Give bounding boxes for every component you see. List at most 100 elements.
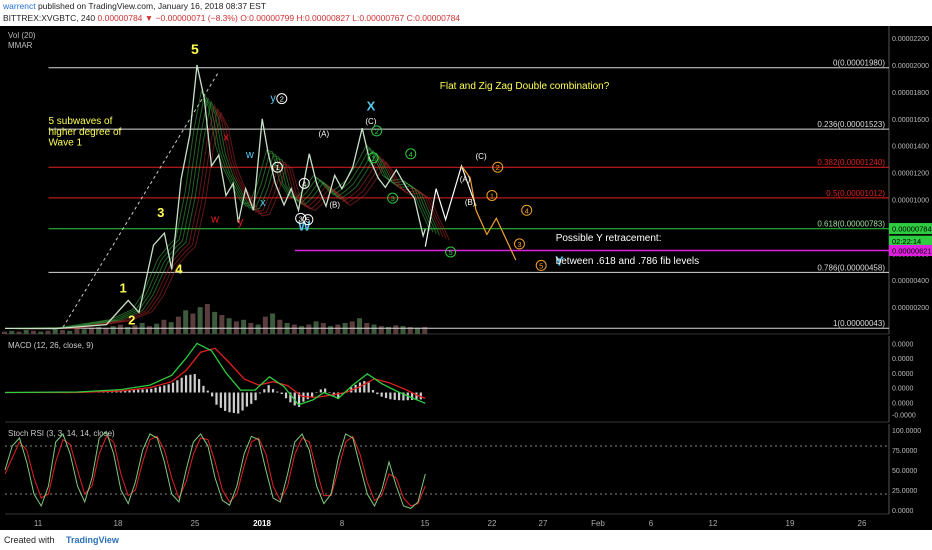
time-tick-label: 6 bbox=[649, 519, 654, 528]
volume-bar bbox=[291, 324, 297, 334]
volume-bar bbox=[67, 330, 73, 334]
stoch-tick-label: 50.0000 bbox=[892, 468, 917, 475]
macd-histogram-bar bbox=[371, 390, 375, 393]
volume-bar bbox=[219, 315, 225, 334]
chart-footer: Created with TradingView bbox=[0, 530, 932, 550]
macd-histogram-bar bbox=[280, 392, 283, 395]
volume-bar bbox=[190, 313, 196, 334]
publish-line: warrenct published on TradingView.com, J… bbox=[3, 1, 266, 12]
moving-average-ribbon bbox=[9, 89, 431, 329]
circled-wave-label: 2 bbox=[280, 95, 284, 104]
wave-label: w bbox=[210, 213, 219, 225]
circled-wave-marker bbox=[276, 93, 288, 105]
macd-line bbox=[4, 342, 426, 406]
macd-tick-label: 0.0000 bbox=[892, 386, 914, 393]
price-tick-label: 0.00000200 bbox=[892, 305, 929, 312]
time-tick-label: 27 bbox=[539, 519, 548, 528]
volume-bar bbox=[117, 324, 123, 334]
ohlc-line: BITTREX:XVGBTC, 240 0.00000784 ▼ −0.0000… bbox=[3, 13, 460, 24]
chart-svg[interactable]: Vol (20)MMAR 0(0.00001980) 0.236(0.0000152… bbox=[0, 26, 932, 530]
fib-level-label: 0(0.00001980) bbox=[833, 59, 885, 68]
price-series bbox=[4, 64, 426, 330]
circled-wave-label: 3 bbox=[299, 214, 303, 223]
circled-wave-marker bbox=[513, 238, 525, 250]
volume-bar bbox=[74, 328, 80, 334]
macd-histogram-bar bbox=[380, 392, 383, 397]
time-tick-label: 2018 bbox=[253, 519, 271, 528]
price-tick-label: 0.00001200 bbox=[892, 171, 929, 178]
stoch-d-line bbox=[4, 435, 426, 507]
macd-histogram-bar bbox=[232, 392, 235, 413]
wave-label: W bbox=[298, 218, 311, 233]
volume-bar bbox=[313, 321, 319, 334]
volume-bar bbox=[96, 326, 102, 334]
macd-histogram-bar bbox=[324, 388, 327, 393]
macd-histogram-bar bbox=[158, 386, 162, 393]
price-tick-label: 0.00000400 bbox=[892, 278, 929, 285]
circled-wave-label: 3 bbox=[391, 194, 395, 203]
volume-bar bbox=[103, 328, 109, 334]
macd-histogram-bar bbox=[271, 389, 275, 393]
circled-wave-marker bbox=[271, 161, 283, 173]
volume-bar bbox=[393, 325, 399, 334]
macd-histogram-bar bbox=[206, 390, 209, 393]
circled-wave-label: 4 bbox=[302, 179, 306, 188]
high-value: H:0.00000827 bbox=[296, 13, 350, 23]
macd-histogram-bar bbox=[128, 390, 131, 393]
stoch-rsi-title: Stoch RSI (3, 3, 14, 14, close) bbox=[8, 429, 115, 438]
macd-histogram-bar bbox=[197, 379, 201, 393]
stoch-tick-label: 75.0000 bbox=[892, 448, 917, 455]
volume-bar bbox=[378, 326, 384, 334]
time-tick-label: Feb bbox=[591, 519, 605, 528]
macd-histogram-bar bbox=[176, 380, 179, 393]
fib-level-label: 0.382(0.00001240) bbox=[817, 158, 885, 167]
volume-bar bbox=[241, 319, 247, 334]
volume-bar bbox=[52, 329, 58, 334]
macd-histogram-bar bbox=[145, 389, 149, 393]
volume-bar bbox=[2, 331, 7, 334]
volume-bar bbox=[146, 326, 152, 334]
wave-label: w bbox=[245, 149, 254, 161]
volume-bar bbox=[270, 313, 276, 334]
macd-histogram-bar bbox=[237, 392, 240, 414]
macd-histogram-bar bbox=[189, 374, 192, 393]
price-tick-label: 0.00002000 bbox=[892, 63, 929, 70]
created-with-label: Created with bbox=[4, 535, 55, 545]
moving-average-ribbon bbox=[25, 107, 447, 330]
wave-label: 4 bbox=[175, 261, 183, 276]
open-value: O:0.00000799 bbox=[240, 13, 295, 23]
low-value: L:0.00000767 bbox=[352, 13, 405, 23]
time-tick-label: 12 bbox=[709, 519, 718, 528]
circled-wave-label: 4 bbox=[409, 150, 413, 159]
volume-bar bbox=[59, 330, 65, 334]
tradingview-logo[interactable]: TradingView bbox=[66, 535, 119, 545]
macd-tick-label: 0.0000 bbox=[892, 400, 914, 407]
wave-label: (A) bbox=[318, 129, 329, 138]
time-tick-label: 19 bbox=[786, 519, 795, 528]
close-value: C:0.00000784 bbox=[406, 13, 461, 23]
stoch-tick-label: 0.0000 bbox=[892, 508, 914, 515]
macd-histogram-bar bbox=[367, 382, 370, 393]
stoch-tick-label: 25.0000 bbox=[892, 488, 917, 495]
volume-bar bbox=[175, 316, 181, 334]
wave-label: y bbox=[238, 216, 244, 228]
time-tick-label: 15 bbox=[421, 519, 430, 528]
circled-wave-marker bbox=[492, 161, 504, 173]
circled-wave-marker bbox=[387, 192, 399, 204]
time-tick-label: 25 bbox=[191, 519, 200, 528]
macd-tick-label: 0.0000 bbox=[892, 371, 914, 378]
author-link[interactable]: warrenct bbox=[3, 1, 36, 11]
volume-bar bbox=[154, 323, 160, 334]
annotation-text: Possible Y retracement: bbox=[556, 233, 662, 244]
volume-bar bbox=[226, 318, 232, 334]
projection-white-path bbox=[424, 163, 477, 247]
wave-label: 2 bbox=[128, 313, 135, 328]
volume-bar bbox=[422, 326, 428, 334]
macd-histogram-bar bbox=[319, 389, 322, 393]
indicator-label: MMAR bbox=[8, 41, 33, 50]
macd-histogram-bar bbox=[258, 392, 262, 394]
circled-wave-label: 2 bbox=[375, 127, 379, 136]
price-tick-label: 0.00001600 bbox=[892, 117, 929, 124]
macd-histogram-bar bbox=[245, 392, 249, 407]
macd-histogram-bar bbox=[163, 385, 166, 393]
